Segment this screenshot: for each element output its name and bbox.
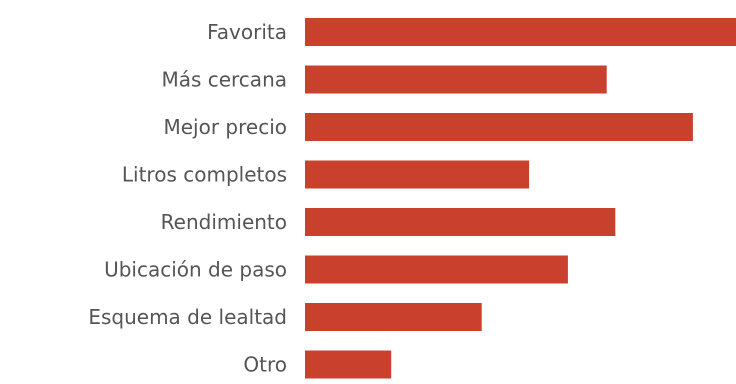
category-label: Favorita <box>207 20 287 44</box>
bars <box>305 18 736 379</box>
category-label: Mejor precio <box>163 115 287 139</box>
bar <box>305 208 616 236</box>
category-labels: Favorita Más cercana Mejor precio Litros co… <box>88 20 287 377</box>
category-label: Más cercana <box>161 68 287 92</box>
category-label: Litros completos <box>122 163 287 187</box>
category-label: Ubicación de paso <box>104 258 287 282</box>
bar <box>305 160 530 189</box>
bar <box>305 303 482 331</box>
bar <box>305 18 736 46</box>
category-label: Otro <box>243 353 287 377</box>
bar <box>305 350 392 379</box>
category-label: Esquema de lealtad <box>88 305 287 329</box>
category-label: Rendimiento <box>161 210 287 234</box>
bar <box>305 255 568 284</box>
bar <box>305 65 607 94</box>
bar <box>305 113 693 141</box>
